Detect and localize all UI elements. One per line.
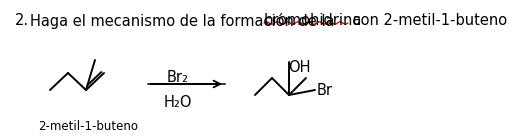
- Text: OH: OH: [288, 60, 311, 75]
- Text: bromohidrina: bromohidrina: [264, 13, 362, 28]
- Text: 2-metil-1-buteno: 2-metil-1-buteno: [38, 120, 138, 133]
- Text: Br₂: Br₂: [167, 70, 189, 85]
- Text: con 2-metil-1-buteno: con 2-metil-1-buteno: [348, 13, 507, 28]
- Text: Br: Br: [317, 83, 333, 98]
- Text: H₂O: H₂O: [164, 95, 192, 110]
- Text: Haga el mecanismo de la formación de la: Haga el mecanismo de la formación de la: [30, 13, 339, 29]
- Text: 2.: 2.: [15, 13, 29, 28]
